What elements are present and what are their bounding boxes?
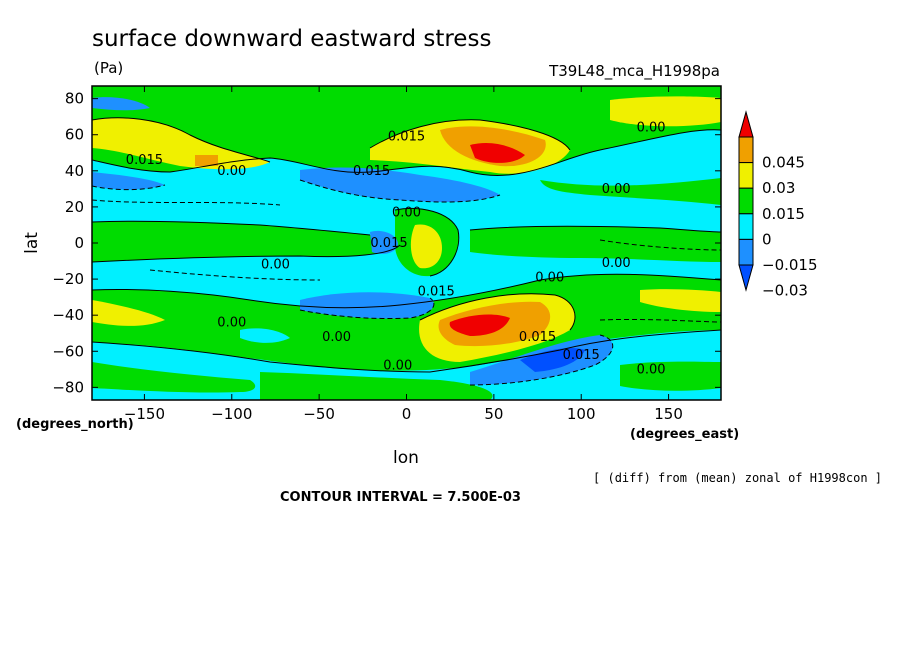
y-tick-label: −80 — [52, 378, 84, 396]
contour-label: 0.015 — [126, 153, 163, 168]
colorbar-label: 0 — [762, 230, 772, 248]
axis-layer: −150 −100 −50 0 50 100 150 80 60 40 20 0 −20 −40 −60 −8… — [52, 86, 721, 423]
y-tick-label: 20 — [65, 198, 84, 216]
colorbar-label: 0.015 — [762, 205, 805, 223]
x-tick-label: −50 — [303, 405, 335, 423]
contour-label: 0.00 — [217, 315, 246, 330]
contour-label: 0.015 — [388, 130, 425, 145]
colorbar-cap-top — [738, 110, 754, 138]
patch-cyan-s — [240, 328, 290, 343]
colorbar-label: −0.03 — [762, 282, 808, 300]
contour-label: 0.00 — [637, 362, 666, 377]
colorbar-box — [738, 238, 754, 266]
colorbar-label: 0.03 — [762, 179, 795, 197]
x-tick-label: −150 — [124, 405, 165, 423]
x-tick-label: −100 — [211, 405, 252, 423]
band-eq-green-w — [92, 221, 400, 262]
contour-label: 0.00 — [602, 256, 631, 271]
patch-green-ne — [540, 178, 721, 205]
colorbar-box — [738, 187, 754, 215]
patch-yellow-ne — [610, 96, 721, 127]
run-label: T39L48_mca_H1998pa — [548, 62, 720, 81]
contour-interval: CONTOUR INTERVAL = 7.500E-03 — [280, 490, 521, 505]
x-tick-label: 150 — [654, 405, 683, 423]
colorbar-label: 0.045 — [762, 154, 805, 172]
patch-yellow-sw — [92, 300, 165, 326]
contour-label: 0.00 — [535, 270, 564, 285]
x-tick-label: 50 — [484, 405, 503, 423]
patch-blue-corner — [92, 97, 150, 111]
y-tick-label: −20 — [52, 270, 84, 288]
patch-green-s-bottom — [260, 372, 493, 400]
patch-yellow-se — [640, 289, 721, 312]
colorbar-label: −0.015 — [762, 256, 818, 274]
colorbar-box — [738, 162, 754, 189]
y-tick-label: 40 — [65, 162, 84, 180]
colorbar: 0.045 0.03 0.015 0 −0.015 −0.03 — [738, 110, 818, 300]
contour-label: 0.015 — [418, 285, 455, 300]
contour-lines — [92, 117, 721, 386]
x-axis-label: lon — [393, 448, 419, 468]
patch-green-sw — [92, 362, 256, 393]
chart-title: surface downward eastward stress — [92, 26, 491, 52]
patch-orange-nw — [195, 155, 218, 166]
contour-label: 0.00 — [383, 359, 412, 374]
x-tick-label: 0 — [402, 405, 412, 423]
contour-label: 0.015 — [370, 236, 407, 251]
y-tick-label: −40 — [52, 306, 84, 324]
patch-yellow-eq — [410, 224, 442, 269]
colorbar-box — [738, 213, 754, 240]
patch-blue-s — [300, 292, 434, 319]
contour-label: 0.00 — [602, 182, 631, 197]
contour-label-layer: 0.015 0.00 0.015 0.00 0.015 0.00 0.00 0.015 0.00… — [126, 121, 666, 378]
patch-red-s — [449, 314, 510, 336]
contour-label: 0.00 — [392, 205, 421, 220]
contour-label: 0.00 — [322, 330, 351, 345]
units-label: (Pa) — [94, 59, 123, 77]
contour-label: 0.00 — [637, 121, 666, 136]
patch-deepblue-s — [520, 348, 585, 372]
colorbar-cap-bottom — [738, 264, 754, 292]
contour-label: 0.015 — [353, 164, 390, 179]
y-tick-label: −60 — [52, 342, 84, 360]
colorbar-box — [738, 136, 754, 164]
diff-note: [ (diff) from (mean) zonal of H1998con ] — [593, 471, 882, 485]
contour-label: 0.015 — [563, 348, 600, 363]
contour-label: 0.00 — [261, 258, 290, 273]
patch-blue-eq — [370, 230, 398, 254]
patch-red-n — [470, 143, 525, 163]
x-units-label: (degrees_east) — [630, 427, 739, 442]
y-tick-label: 60 — [65, 126, 84, 144]
x-tick-label: 100 — [567, 405, 596, 423]
contour-label: 0.015 — [519, 330, 556, 345]
contour-label: 0.00 — [217, 164, 246, 179]
y-tick-label: 80 — [65, 90, 84, 108]
y-tick-label: 0 — [74, 234, 84, 252]
contour-field — [92, 86, 721, 400]
y-units-label: (degrees_north) — [16, 417, 134, 432]
patch-green-se-bottom — [620, 361, 721, 391]
patch-yellow-nw — [92, 117, 270, 170]
band-eq-green-e — [470, 226, 721, 262]
y-axis-label: lat — [22, 232, 42, 254]
patch-blue-nw — [92, 172, 165, 190]
